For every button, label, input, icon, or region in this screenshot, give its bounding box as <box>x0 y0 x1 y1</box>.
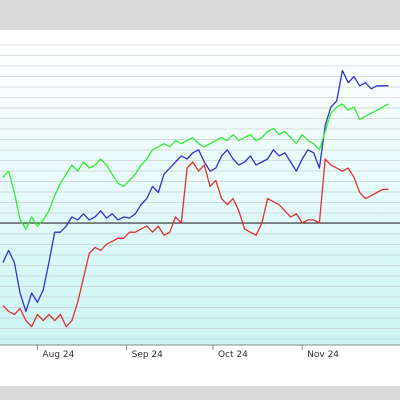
x-tick-label: Oct 24 <box>218 350 248 360</box>
series-line-3 <box>2 158 389 328</box>
x-tick-label: Aug 24 <box>42 350 74 360</box>
plot-area <box>0 40 400 345</box>
x-tick-label: Nov 24 <box>307 350 339 360</box>
series-group <box>2 69 389 328</box>
gridlines <box>0 44 400 340</box>
x-tick-label: Sep 24 <box>132 350 164 360</box>
series-line-2 <box>2 103 389 230</box>
x-axis: Aug 24 Sep 24 Oct 24 Nov 24 <box>36 345 339 360</box>
